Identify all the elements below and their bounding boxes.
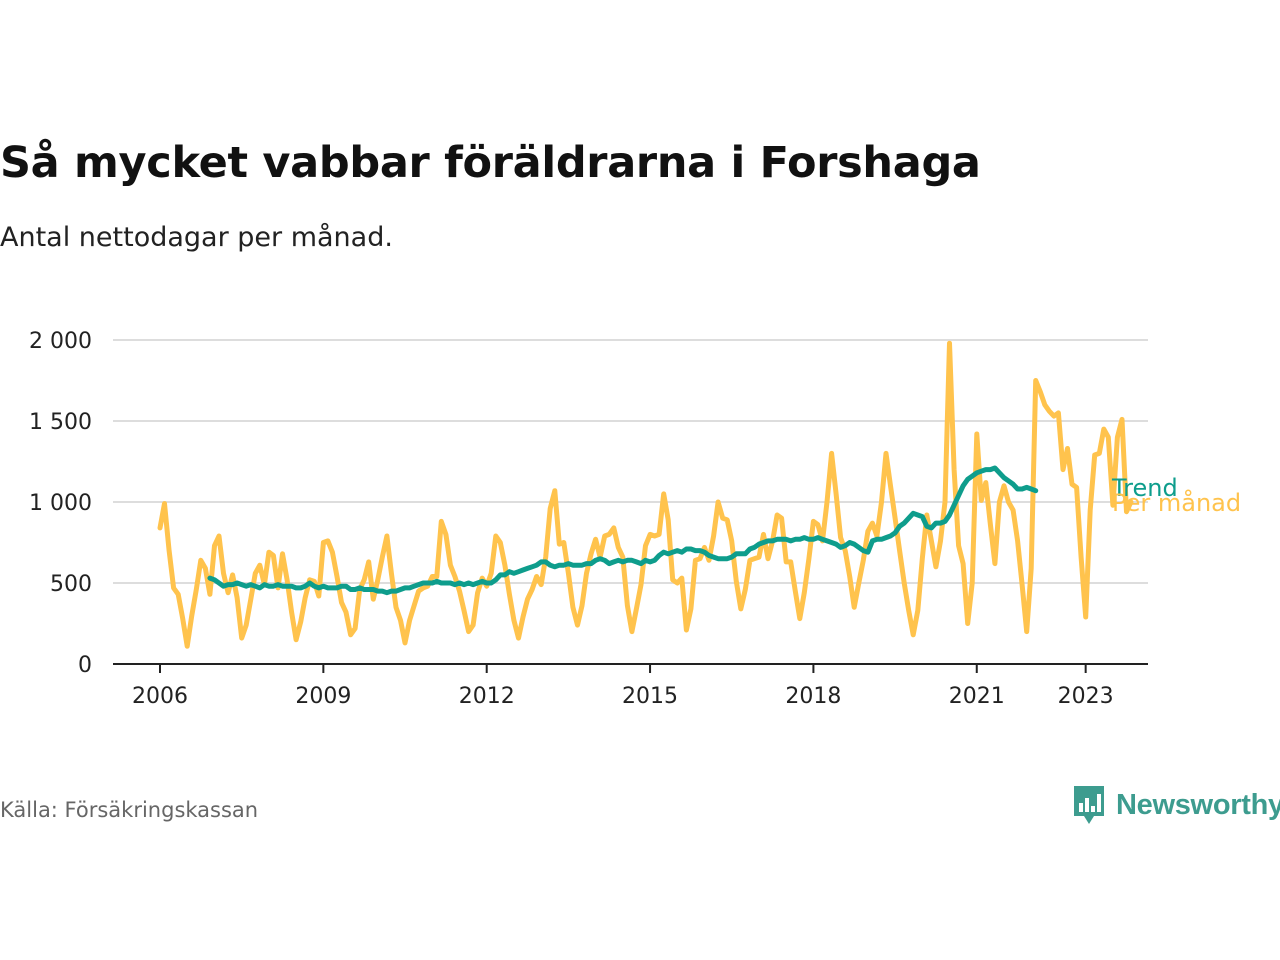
bar-chart-speech-bubble-icon — [1074, 786, 1104, 824]
chart-title: Så mycket vabbar föräldrarna i Forshaga — [0, 138, 981, 188]
brand-logo[interactable]: Newsworthy — [1072, 784, 1280, 826]
x-tick-label: 2006 — [132, 684, 188, 709]
x-tick-label: 2018 — [785, 684, 841, 709]
chart-subtitle: Antal nettodagar per månad. — [0, 222, 393, 253]
x-tick-label: 2015 — [622, 684, 678, 709]
line-chart: 0 500 1 000 1 500 2 000 2006 2009 2012 2015 2018… — [29, 329, 1241, 709]
series-label-per-manad: Per månad — [1112, 488, 1241, 517]
line-trend — [207, 465, 1039, 596]
y-tick-label: 1 000 — [29, 491, 92, 516]
y-tick-label: 500 — [50, 572, 92, 597]
x-axis: 2006 2009 2012 2015 2018 2021 2023 — [113, 663, 1148, 709]
y-tick-label: 1 500 — [29, 410, 92, 435]
x-tick-label: 2009 — [295, 684, 351, 709]
source-note: Källa: Försäkringskassan — [0, 798, 259, 822]
y-axis-tick-labels: 0 500 1 000 1 500 2 000 — [29, 329, 92, 678]
y-tick-label: 2 000 — [29, 329, 92, 354]
y-tick-label: 0 — [78, 653, 92, 678]
x-tick-label: 2012 — [459, 684, 515, 709]
x-tick-label: 2023 — [1058, 684, 1114, 709]
series-lines — [157, 340, 1134, 649]
line-per-manad — [157, 340, 1134, 649]
series-label-trend: Trend — [1111, 474, 1178, 502]
brand-name: Newsworthy — [1116, 788, 1280, 821]
x-tick-label: 2021 — [949, 684, 1005, 709]
